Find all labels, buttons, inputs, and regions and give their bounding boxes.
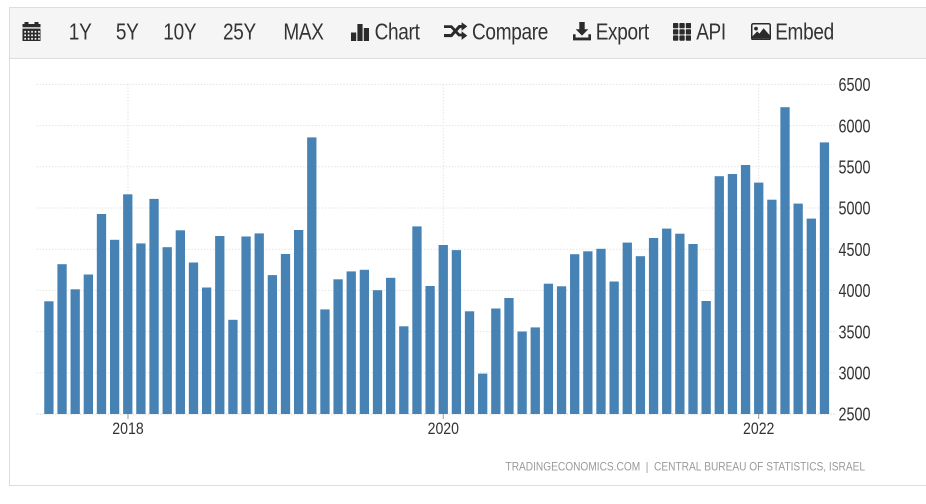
svg-text:3500: 3500 [839, 322, 871, 342]
svg-text:2018: 2018 [112, 419, 143, 438]
svg-text:5500: 5500 [839, 158, 871, 178]
svg-text:6000: 6000 [839, 116, 871, 136]
svg-text:6500: 6500 [839, 75, 871, 95]
svg-text:2500: 2500 [839, 405, 871, 425]
svg-text:4000: 4000 [839, 281, 871, 301]
svg-text:2020: 2020 [428, 419, 459, 438]
svg-text:3000: 3000 [839, 364, 871, 384]
svg-text:5000: 5000 [839, 199, 871, 219]
svg-text:4500: 4500 [839, 240, 871, 260]
svg-text:TRADINGECONOMICS.COM | CENTR: TRADINGECONOMICS.COM | CENTRAL BUREAU OF… [506, 460, 866, 474]
svg-text:2022: 2022 [743, 419, 774, 438]
